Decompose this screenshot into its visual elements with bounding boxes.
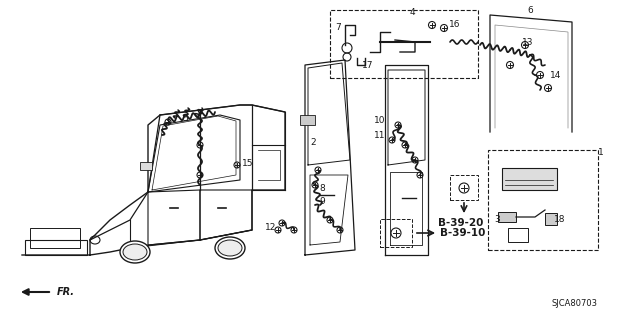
Text: 7: 7 bbox=[335, 22, 341, 31]
Text: 17: 17 bbox=[362, 60, 374, 69]
Text: 11: 11 bbox=[374, 131, 386, 140]
Bar bbox=[502, 168, 557, 190]
Bar bbox=[25, 240, 87, 255]
Bar bbox=[545, 213, 557, 225]
Text: SJCA80703: SJCA80703 bbox=[552, 299, 598, 308]
Bar bbox=[140, 162, 152, 170]
Text: 3: 3 bbox=[494, 215, 500, 225]
Bar bbox=[300, 115, 315, 125]
Ellipse shape bbox=[123, 244, 147, 260]
Text: B-39-10: B-39-10 bbox=[440, 228, 485, 238]
Bar bbox=[380, 219, 412, 247]
Text: 4: 4 bbox=[409, 7, 415, 17]
Ellipse shape bbox=[215, 237, 245, 259]
Text: 1: 1 bbox=[598, 148, 604, 156]
Bar bbox=[488, 150, 598, 250]
Bar bbox=[330, 10, 478, 78]
Text: 14: 14 bbox=[550, 70, 562, 79]
Text: FR.: FR. bbox=[57, 287, 75, 297]
Text: B-39-20: B-39-20 bbox=[438, 218, 483, 228]
Text: 8: 8 bbox=[319, 183, 325, 193]
Text: 16: 16 bbox=[449, 20, 461, 28]
Bar bbox=[508, 228, 528, 242]
Ellipse shape bbox=[218, 240, 242, 256]
Text: 15: 15 bbox=[243, 158, 253, 167]
Bar bbox=[450, 175, 478, 200]
Text: 9: 9 bbox=[319, 197, 325, 206]
Text: 13: 13 bbox=[522, 37, 534, 46]
Bar bbox=[498, 212, 516, 222]
Text: 12: 12 bbox=[266, 222, 276, 231]
Text: 18: 18 bbox=[554, 215, 566, 225]
Bar bbox=[30, 228, 80, 248]
Text: 10: 10 bbox=[374, 116, 386, 124]
Ellipse shape bbox=[120, 241, 150, 263]
Text: 6: 6 bbox=[527, 5, 533, 14]
Text: 2: 2 bbox=[310, 138, 316, 147]
Text: 5: 5 bbox=[182, 114, 188, 123]
